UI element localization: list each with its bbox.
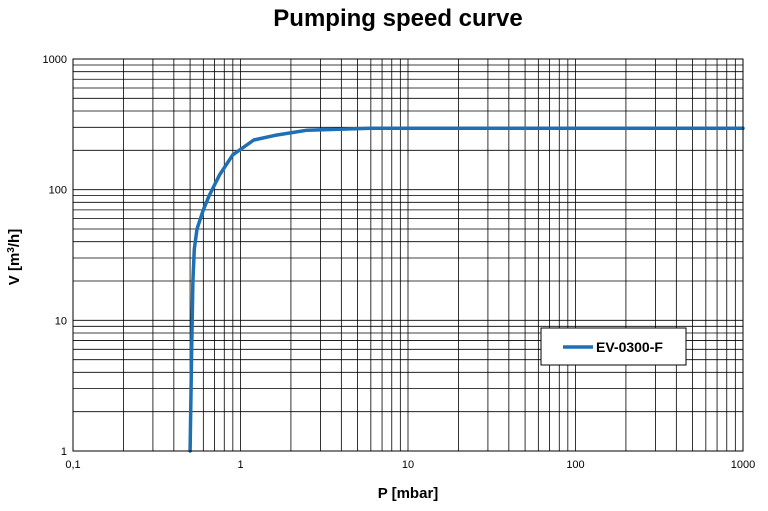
x-axis-label: P [mbar]	[378, 485, 439, 502]
plot-border	[72, 58, 744, 452]
y-axis-ticks: 1 10 100 1000	[43, 54, 67, 458]
legend-label: EV-0300-F	[596, 339, 663, 355]
y-tick-label: 1000	[43, 54, 67, 66]
y-axis-label-end: /h]	[6, 229, 23, 247]
x-tick-label: 10	[402, 459, 414, 471]
legend: EV-0300-F	[540, 327, 687, 366]
x-tick-label: 1000	[731, 459, 755, 471]
y-axis-label-sup: 3	[6, 247, 17, 253]
x-tick-label: 1	[237, 459, 243, 471]
x-tick-label: 100	[566, 459, 584, 471]
x-axis-ticks: 0,1 1 10 100 1000	[65, 459, 755, 471]
series-line	[188, 126, 745, 453]
y-axis-label-main: V [m	[6, 253, 23, 286]
y-tick-label: 100	[49, 185, 67, 197]
x-tick-label: 0,1	[65, 459, 80, 471]
chart-title: Pumping speed curve	[273, 5, 522, 32]
y-tick-label: 1	[61, 446, 67, 458]
y-tick-label: 10	[55, 315, 67, 327]
series-layer	[188, 126, 745, 453]
y-axis-label: V [m3/h]	[6, 229, 24, 285]
